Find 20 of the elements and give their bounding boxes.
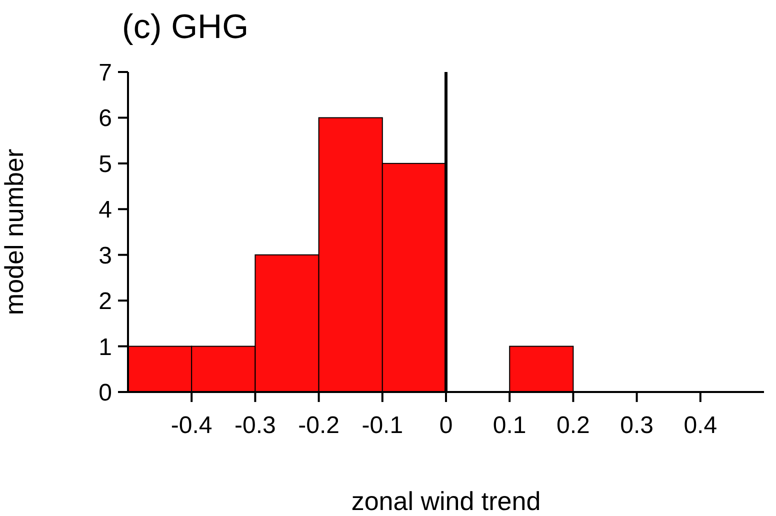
y-tick-label: 4 (98, 196, 112, 224)
y-tick-label: 5 (98, 150, 112, 178)
x-tick-label: -0.1 (362, 412, 404, 440)
y-tick-label: 6 (98, 105, 112, 132)
y-tick-label: 1 (98, 334, 112, 361)
y-tick-label: 3 (98, 242, 112, 270)
x-tick-label: 0 (439, 412, 453, 440)
x-axis-title: zonal wind trend (351, 486, 541, 516)
x-tick-label: 0.4 (684, 412, 718, 440)
x-tick-label: -0.3 (234, 412, 276, 440)
y-tick-label: 2 (98, 288, 112, 316)
x-tick-label: 0.1 (492, 412, 526, 440)
x-tick-label: 0.2 (556, 412, 590, 440)
x-tick-label: -0.2 (298, 412, 340, 440)
chart-title: (c) GHG (122, 8, 249, 47)
y-axis-title: model number (0, 148, 30, 316)
x-tick-label: -0.4 (170, 412, 212, 440)
y-tick-label: 7 (98, 60, 112, 87)
x-tick-label: 0.3 (620, 412, 654, 440)
y-tick-label: 0 (98, 380, 112, 407)
